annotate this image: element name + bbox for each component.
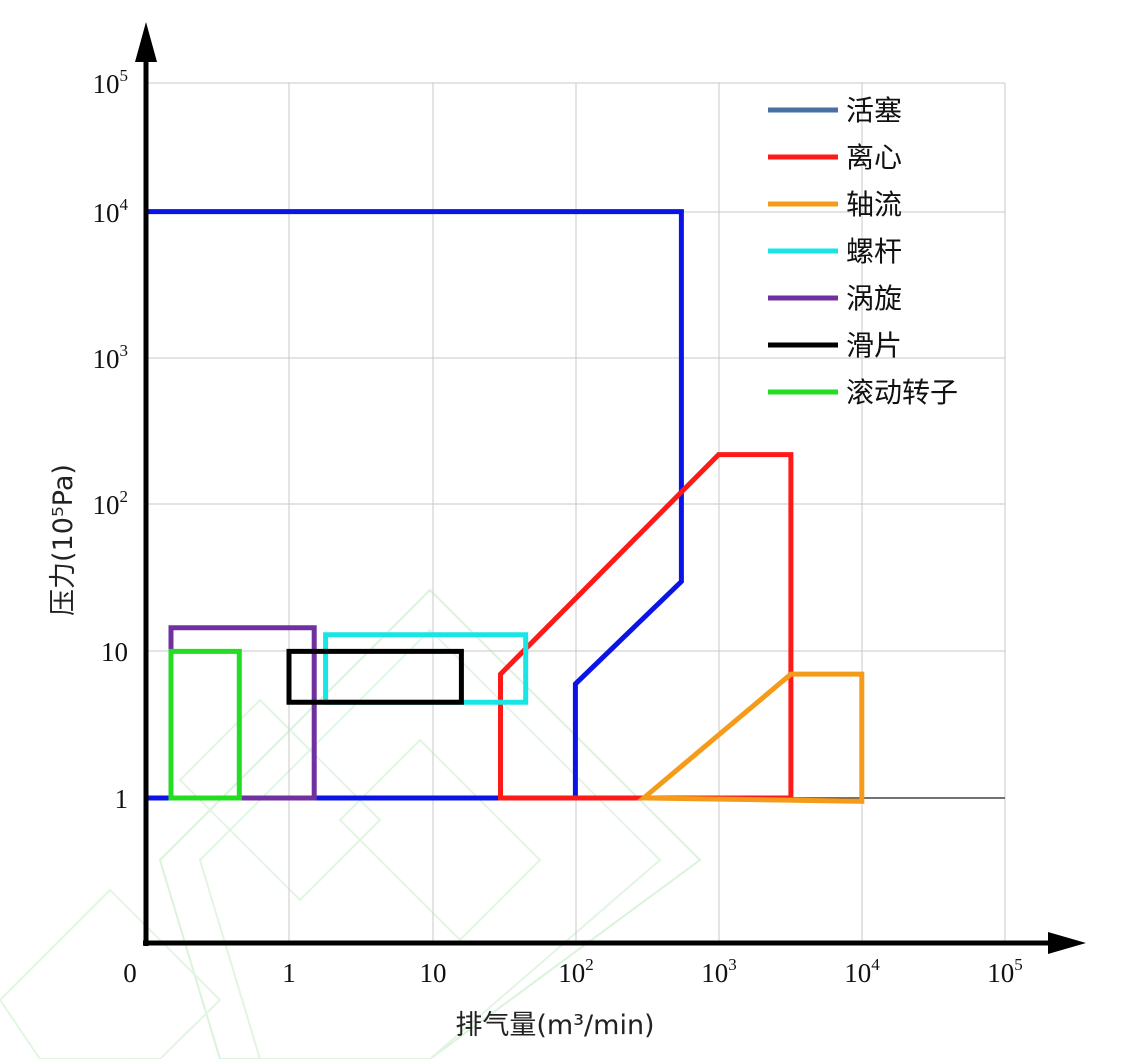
- y-tick-label-base: 10: [93, 69, 120, 99]
- legend-label: 螺杆: [846, 235, 902, 268]
- legend-label: 滚动转子: [846, 376, 958, 409]
- y-tick-label-exp: 3: [120, 341, 129, 360]
- x-tick-label-base: 10: [987, 958, 1014, 988]
- x-axis-title: 排气量(m³/min): [455, 1010, 654, 1041]
- y-tick-label: 105: [93, 66, 129, 99]
- y-axis-title: 压力(10⁵Pa): [48, 464, 79, 616]
- x-tick-label: 104: [844, 955, 880, 988]
- y-tick-label: 104: [93, 195, 129, 228]
- y-tick-label-exp: 5: [120, 66, 129, 85]
- region-7: [168, 648, 242, 801]
- legend-label: 轴流: [846, 188, 902, 221]
- y-tick-label: 1: [115, 784, 129, 814]
- x-tick-label-base: 10: [558, 958, 585, 988]
- x-tick-label-base: 10: [844, 958, 871, 988]
- regions: [143, 209, 865, 804]
- x-tick-label: 105: [987, 955, 1023, 988]
- y-axis-arrow: [135, 22, 157, 62]
- legend-label: 涡旋: [846, 282, 902, 315]
- x-tick-label: 10: [420, 958, 447, 988]
- x-axis-arrow: [1048, 932, 1086, 954]
- y-tick-label-exp: 2: [120, 487, 129, 506]
- x-tick-label-exp: 4: [871, 955, 880, 974]
- x-tick-label: 0: [123, 958, 137, 988]
- y-tick-label-base: 10: [93, 198, 120, 228]
- x-tick-label-exp: 3: [728, 955, 737, 974]
- region-2: [498, 452, 794, 801]
- region-4: [323, 632, 529, 705]
- x-tick-label-exp: 5: [1014, 955, 1023, 974]
- axes: [135, 22, 1086, 954]
- region-6: [286, 648, 464, 705]
- y-tick-label-base: 10: [101, 637, 128, 667]
- x-tick-label-exp: 2: [585, 955, 594, 974]
- x-tick-label-base: 1: [282, 958, 296, 988]
- y-tick-label: 103: [93, 341, 129, 374]
- y-tick-label-base: 10: [93, 490, 120, 520]
- y-tick-label-base: 1: [115, 784, 129, 814]
- region-1: [143, 209, 684, 801]
- x-tick-label-base: 10: [701, 958, 728, 988]
- legend-label: 离心: [846, 141, 902, 174]
- x-tick-label: 103: [701, 955, 737, 988]
- y-tick-label: 102: [93, 487, 129, 520]
- x-tick-labels: 0 1 10 102 103 104 105: [123, 955, 1023, 988]
- region-3: [636, 671, 865, 804]
- x-tick-label: 1: [282, 958, 296, 988]
- x-tick-label: 102: [558, 955, 594, 988]
- x-tick-label-base: 0: [123, 958, 137, 988]
- x-tick-label-base: 10: [420, 958, 447, 988]
- legend-label: 滑片: [846, 329, 902, 362]
- y-tick-label-exp: 4: [120, 195, 129, 214]
- legend-label: 活塞: [846, 94, 902, 127]
- y-tick-label: 10: [101, 637, 128, 667]
- y-tick-label-base: 10: [93, 344, 120, 374]
